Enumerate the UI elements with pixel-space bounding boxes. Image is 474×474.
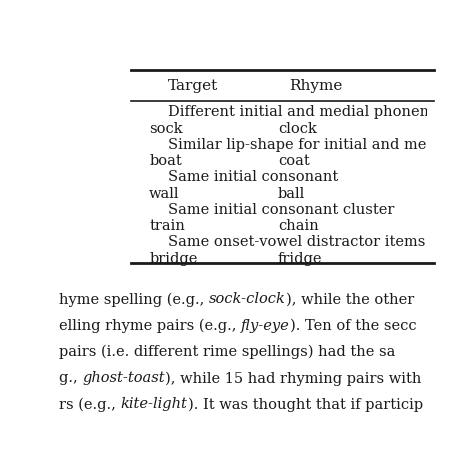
Text: sock-clock: sock-clock xyxy=(209,292,286,306)
Text: ), while 15 had rhyming pairs with: ), while 15 had rhyming pairs with xyxy=(165,371,422,385)
Text: train: train xyxy=(149,219,185,233)
Text: sock: sock xyxy=(149,122,183,136)
Text: hyme spelling (e.g.,: hyme spelling (e.g., xyxy=(59,292,209,307)
Text: bridge: bridge xyxy=(149,252,198,265)
Text: boat: boat xyxy=(149,154,182,168)
Text: ), while the other: ), while the other xyxy=(286,292,414,306)
Text: Same initial consonant: Same initial consonant xyxy=(168,170,338,184)
Text: Rhyme: Rhyme xyxy=(289,79,342,93)
Text: fridge: fridge xyxy=(278,252,322,265)
Text: chain: chain xyxy=(278,219,319,233)
Text: Same initial consonant cluster: Same initial consonant cluster xyxy=(168,203,394,217)
Text: ball: ball xyxy=(278,187,305,201)
Text: elling rhyme pairs (e.g.,: elling rhyme pairs (e.g., xyxy=(59,319,241,333)
Text: fly-eye: fly-eye xyxy=(241,319,290,333)
Text: Similar lip-shape for initial and medial ph: Similar lip-shape for initial and medial… xyxy=(168,138,474,152)
Text: clock: clock xyxy=(278,122,317,136)
Text: pairs (i.e. different rime spellings) had the sa: pairs (i.e. different rime spellings) ha… xyxy=(59,345,396,359)
Text: rs (e.g.,: rs (e.g., xyxy=(59,397,121,412)
Text: Target: Target xyxy=(168,79,218,93)
Text: kite-light: kite-light xyxy=(121,397,188,411)
Text: ). Ten of the secc: ). Ten of the secc xyxy=(290,319,417,333)
Text: ghost-toast: ghost-toast xyxy=(82,371,165,385)
Text: ). It was thought that if particip: ). It was thought that if particip xyxy=(188,397,423,412)
Text: wall: wall xyxy=(149,187,180,201)
Text: Different initial and medial phonem: Different initial and medial phonem xyxy=(168,105,433,119)
Text: Same onset-vowel distractor items to ta: Same onset-vowel distractor items to ta xyxy=(168,235,464,249)
Text: g.,: g., xyxy=(59,371,82,385)
Text: coat: coat xyxy=(278,154,310,168)
